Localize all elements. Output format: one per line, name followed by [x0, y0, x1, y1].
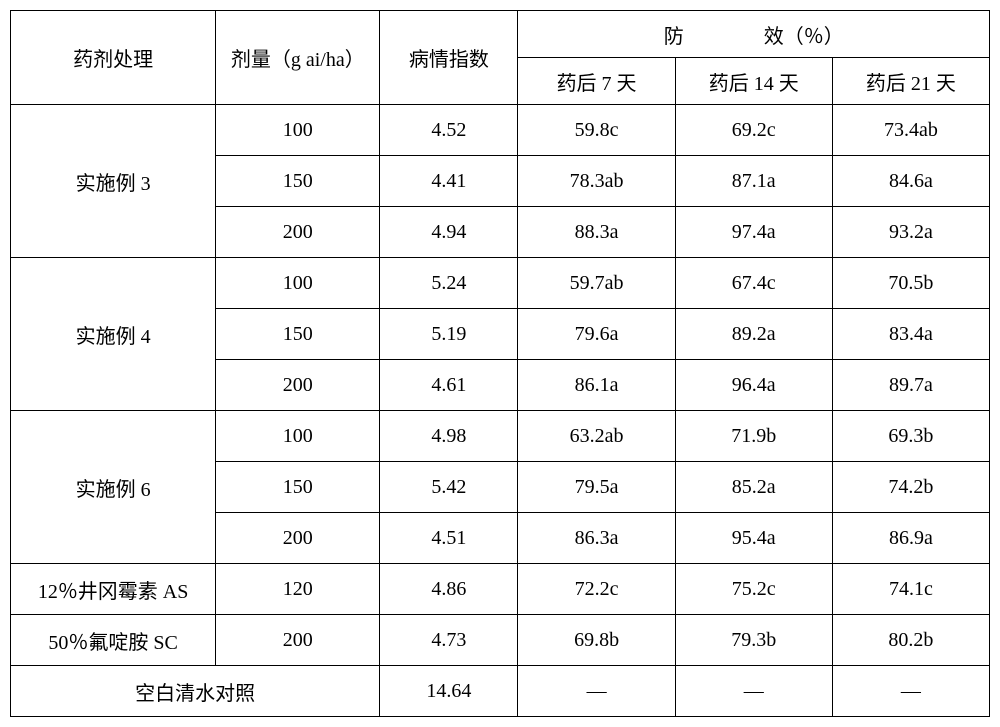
cell-dose: 150	[216, 156, 380, 207]
cell-d14: —	[675, 666, 832, 717]
header-dose: 剂量（g ai/ha）	[216, 11, 380, 105]
cell-d7: 59.8c	[518, 105, 675, 156]
table-row: 50％氟啶胺 SC 200 4.73 69.8b 79.3b 80.2b	[11, 615, 990, 666]
cell-d7: 59.7ab	[518, 258, 675, 309]
cell-d21: 83.4a	[832, 309, 989, 360]
cell-d21: 84.6a	[832, 156, 989, 207]
cell-d14: 69.2c	[675, 105, 832, 156]
cell-index: 4.73	[380, 615, 518, 666]
cell-d14: 85.2a	[675, 462, 832, 513]
cell-d21: 70.5b	[832, 258, 989, 309]
cell-index: 4.41	[380, 156, 518, 207]
table-row: 实施例 6 100 4.98 63.2ab 71.9b 69.3b	[11, 411, 990, 462]
cell-d7: 63.2ab	[518, 411, 675, 462]
cell-dose: 120	[216, 564, 380, 615]
cell-index: 4.98	[380, 411, 518, 462]
cell-d7: 78.3ab	[518, 156, 675, 207]
cell-dose: 200	[216, 207, 380, 258]
table-row: 实施例 4 100 5.24 59.7ab 67.4c 70.5b	[11, 258, 990, 309]
cell-d21: 74.2b	[832, 462, 989, 513]
cell-d7: 79.5a	[518, 462, 675, 513]
cell-d21: 69.3b	[832, 411, 989, 462]
cell-treatment: 实施例 3	[11, 105, 216, 258]
cell-d21: —	[832, 666, 989, 717]
cell-index: 14.64	[380, 666, 518, 717]
header-day14: 药后 14 天	[675, 58, 832, 105]
cell-d21: 93.2a	[832, 207, 989, 258]
cell-treatment: 实施例 4	[11, 258, 216, 411]
cell-d7: 69.8b	[518, 615, 675, 666]
cell-d14: 95.4a	[675, 513, 832, 564]
cell-index: 5.19	[380, 309, 518, 360]
cell-d7: 86.1a	[518, 360, 675, 411]
cell-d14: 79.3b	[675, 615, 832, 666]
cell-index: 4.86	[380, 564, 518, 615]
cell-d21: 73.4ab	[832, 105, 989, 156]
efficacy-table: 药剂处理 剂量（g ai/ha） 病情指数 防 效（％） 药后 7 天 药后 1…	[10, 10, 990, 717]
cell-dose: 150	[216, 309, 380, 360]
header-efficacy-group: 防 效（％）	[518, 11, 990, 58]
cell-dose: 150	[216, 462, 380, 513]
table-header-row-1: 药剂处理 剂量（g ai/ha） 病情指数 防 效（％）	[11, 11, 990, 58]
cell-d7: 72.2c	[518, 564, 675, 615]
cell-dose: 100	[216, 258, 380, 309]
cell-index: 5.42	[380, 462, 518, 513]
header-day21: 药后 21 天	[832, 58, 989, 105]
cell-dose: 200	[216, 615, 380, 666]
cell-index: 4.52	[380, 105, 518, 156]
cell-d14: 96.4a	[675, 360, 832, 411]
table-row: 实施例 3 100 4.52 59.8c 69.2c 73.4ab	[11, 105, 990, 156]
cell-dose: 200	[216, 360, 380, 411]
cell-d14: 71.9b	[675, 411, 832, 462]
cell-treatment: 空白清水对照	[11, 666, 380, 717]
table-row: 12％井冈霉素 AS 120 4.86 72.2c 75.2c 74.1c	[11, 564, 990, 615]
cell-treatment: 实施例 6	[11, 411, 216, 564]
cell-d7: 86.3a	[518, 513, 675, 564]
cell-d21: 89.7a	[832, 360, 989, 411]
cell-d7: 88.3a	[518, 207, 675, 258]
cell-index: 4.94	[380, 207, 518, 258]
header-disease-index: 病情指数	[380, 11, 518, 105]
cell-treatment: 12％井冈霉素 AS	[11, 564, 216, 615]
cell-index: 4.51	[380, 513, 518, 564]
cell-d14: 87.1a	[675, 156, 832, 207]
cell-dose: 200	[216, 513, 380, 564]
header-treatment: 药剂处理	[11, 11, 216, 105]
cell-d14: 67.4c	[675, 258, 832, 309]
cell-d14: 89.2a	[675, 309, 832, 360]
cell-dose: 100	[216, 105, 380, 156]
cell-index: 5.24	[380, 258, 518, 309]
header-day7: 药后 7 天	[518, 58, 675, 105]
cell-d14: 97.4a	[675, 207, 832, 258]
cell-dose: 100	[216, 411, 380, 462]
table-row-control: 空白清水对照 14.64 — — —	[11, 666, 990, 717]
cell-index: 4.61	[380, 360, 518, 411]
cell-d21: 86.9a	[832, 513, 989, 564]
cell-d21: 80.2b	[832, 615, 989, 666]
cell-d7: —	[518, 666, 675, 717]
cell-d14: 75.2c	[675, 564, 832, 615]
cell-treatment: 50％氟啶胺 SC	[11, 615, 216, 666]
cell-d21: 74.1c	[832, 564, 989, 615]
cell-d7: 79.6a	[518, 309, 675, 360]
